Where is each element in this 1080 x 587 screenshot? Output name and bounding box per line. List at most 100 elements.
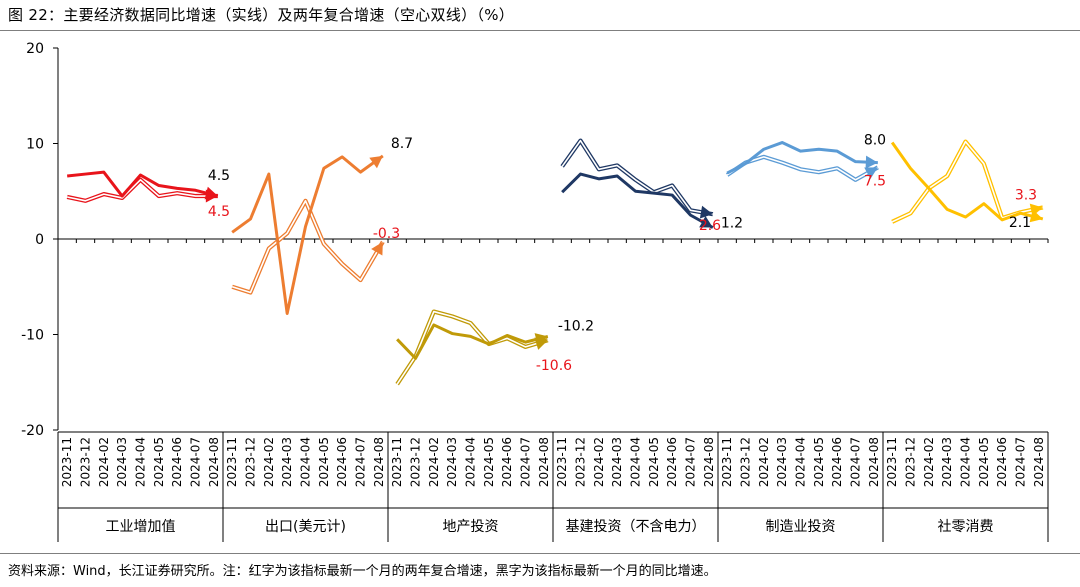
cagr2-data-label: 2.6 bbox=[699, 218, 721, 234]
cagr2-arrowhead bbox=[699, 205, 713, 219]
x-month-label: 2024-06 bbox=[665, 437, 679, 487]
x-month-label: 2023-12 bbox=[739, 437, 753, 487]
x-month-label: 2023-12 bbox=[904, 437, 918, 487]
x-month-label: 2024-04 bbox=[134, 437, 148, 487]
cagr2-data-label: 4.5 bbox=[208, 204, 230, 220]
x-month-label: 2024-02 bbox=[262, 437, 276, 487]
cagr2-arrowhead bbox=[371, 241, 383, 256]
x-month-label: 2023-12 bbox=[244, 437, 258, 487]
x-month-label: 2024-03 bbox=[940, 437, 954, 487]
y-tick-label: -20 bbox=[21, 423, 44, 439]
cagr2-line-outer bbox=[891, 139, 1044, 224]
x-month-label: 2024-05 bbox=[647, 437, 661, 487]
x-month-label: 2024-04 bbox=[794, 437, 808, 487]
x-month-label: 2024-02 bbox=[592, 437, 606, 487]
x-month-label: 2024-02 bbox=[922, 437, 936, 487]
x-month-label: 2024-07 bbox=[189, 437, 203, 487]
x-month-label: 2024-04 bbox=[299, 437, 313, 487]
x-month-label: 2023-11 bbox=[60, 437, 74, 487]
x-month-label: 2024-03 bbox=[610, 437, 624, 487]
x-month-label: 2024-06 bbox=[995, 437, 1009, 487]
x-group-label: 地产投资 bbox=[443, 519, 499, 535]
x-group-label: 社零消费 bbox=[938, 519, 994, 535]
x-group-label: 基建投资（不含电力） bbox=[566, 518, 706, 535]
x-month-label: 2023-11 bbox=[885, 437, 899, 487]
x-month-label: 2024-06 bbox=[830, 437, 844, 487]
x-month-label: 2023-11 bbox=[390, 437, 404, 487]
yoy-line bbox=[67, 170, 219, 198]
yoy-arrowhead bbox=[204, 186, 218, 200]
cagr2-line-outer bbox=[560, 138, 714, 217]
chart-axes: 20 10 0 -10 -20 bbox=[21, 41, 1049, 439]
yoy-line bbox=[231, 154, 384, 315]
yoy-data-label: -10.2 bbox=[558, 318, 594, 334]
x-month-label: 2024-08 bbox=[867, 437, 881, 487]
x-month-label: 2024-03 bbox=[445, 437, 459, 487]
title-divider bbox=[0, 30, 1080, 31]
cagr2-line-inner bbox=[396, 310, 549, 385]
yoy-line bbox=[396, 323, 549, 360]
y-tick-label: -10 bbox=[21, 328, 44, 344]
x-month-label: 2024-08 bbox=[1032, 437, 1046, 487]
x-month-label: 2024-07 bbox=[354, 437, 368, 487]
yoy-data-label: 2.1 bbox=[1009, 215, 1031, 231]
yoy-arrowhead bbox=[369, 155, 383, 169]
yoy-data-label: 8.0 bbox=[864, 133, 886, 149]
footer-divider bbox=[0, 553, 1080, 554]
x-month-label: 2024-03 bbox=[115, 437, 129, 487]
x-month-label: 2023-12 bbox=[574, 437, 588, 487]
yoy-data-label: 4.5 bbox=[208, 168, 230, 184]
x-month-label: 2024-06 bbox=[335, 437, 349, 487]
cagr2-line-inner bbox=[561, 139, 713, 215]
y-tick-label: 10 bbox=[26, 137, 44, 153]
cagr2-data-label: -10.6 bbox=[536, 358, 572, 374]
x-month-label: 2024-05 bbox=[977, 437, 991, 487]
x-month-label: 2024-07 bbox=[849, 437, 863, 487]
x-month-label: 2024-05 bbox=[152, 437, 166, 487]
chart-x-categories: 2023-11 2023-12 2024-02 2024-03 2024-04 2024-… bbox=[57, 431, 1049, 542]
x-month-label: 2023-11 bbox=[720, 437, 734, 487]
yoy-arrowhead bbox=[699, 216, 713, 228]
cagr2-arrowhead bbox=[864, 167, 878, 179]
x-month-label: 2024-08 bbox=[702, 437, 716, 487]
x-month-label: 2024-02 bbox=[427, 437, 441, 487]
cagr2-line-inner bbox=[726, 156, 879, 181]
chart-series bbox=[66, 138, 1044, 386]
x-group-label: 制造业投资 bbox=[766, 519, 836, 535]
x-month-label: 2024-07 bbox=[684, 437, 698, 487]
x-group-label: 工业增加值 bbox=[106, 519, 176, 535]
cagr2-data-label: 7.5 bbox=[864, 173, 886, 189]
yoy-arrowhead bbox=[865, 155, 878, 169]
x-month-label: 2024-06 bbox=[170, 437, 184, 487]
x-month-label: 2024-02 bbox=[757, 437, 771, 487]
cagr2-line-inner bbox=[231, 200, 384, 294]
x-month-label: 2023-11 bbox=[225, 437, 239, 487]
cagr2-line-outer bbox=[231, 198, 385, 295]
x-month-label: 2023-12 bbox=[409, 437, 423, 487]
yoy-arrowhead bbox=[534, 333, 548, 346]
yoy-line bbox=[561, 172, 714, 229]
chart-title: 图 22：主要经济数据同比增速（实线）及两年复合增速（空心双线）（%） bbox=[8, 6, 515, 24]
chart-data-labels: 4.5 4.5 8.7 -0.3 -10.2 -10.6 1.22.6 8.0 7.5 2.1 3.… bbox=[208, 133, 1037, 375]
x-month-label: 2024-08 bbox=[537, 437, 551, 487]
x-month-label: 2024-02 bbox=[97, 437, 111, 487]
x-month-label: 2024-03 bbox=[775, 437, 789, 487]
cagr2-line-inner bbox=[67, 178, 218, 202]
x-month-label: 2024-08 bbox=[207, 437, 221, 487]
x-month-label: 2024-04 bbox=[629, 437, 643, 487]
x-month-label: 2024-07 bbox=[519, 437, 533, 487]
cagr2-data-label: 3.3 bbox=[1015, 187, 1037, 203]
yoy-line bbox=[726, 141, 878, 175]
x-month-label: 2023-12 bbox=[79, 437, 93, 487]
x-month-label: 2024-05 bbox=[317, 437, 331, 487]
x-month-label: 2024-05 bbox=[812, 437, 826, 487]
yoy-arrowhead bbox=[1029, 209, 1043, 223]
x-month-label: 2024-04 bbox=[464, 437, 478, 487]
cagr2-data-label: -0.3 bbox=[373, 226, 400, 242]
x-month-label: 2024-08 bbox=[372, 437, 386, 487]
yoy-line bbox=[890, 141, 1044, 222]
x-month-label: 2024-05 bbox=[482, 437, 496, 487]
x-month-label: 2024-07 bbox=[1014, 437, 1028, 487]
x-month-label: 2024-04 bbox=[959, 437, 973, 487]
